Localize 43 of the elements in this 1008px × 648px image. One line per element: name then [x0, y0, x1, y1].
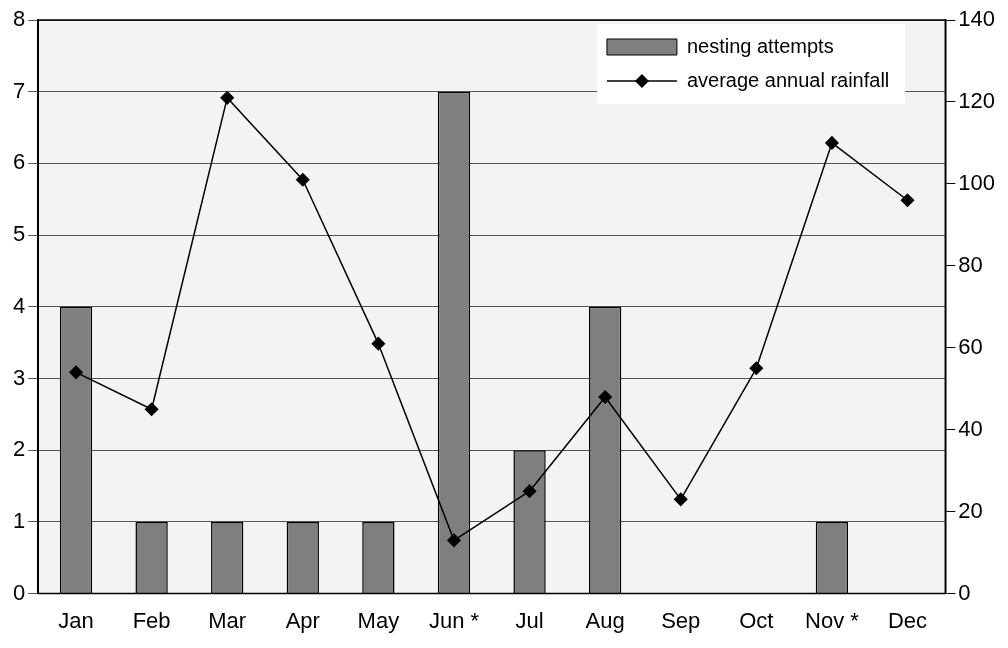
y2-tick-label: 0 [958, 579, 971, 605]
x-tick-label: Apr [285, 607, 320, 633]
point [220, 91, 234, 105]
point [900, 193, 915, 208]
x-tick-label: May [357, 607, 400, 633]
point [673, 492, 688, 507]
y-tick-label: 0 [12, 579, 26, 605]
point [69, 365, 83, 380]
point [447, 533, 461, 548]
x-tick-label: Jun * [428, 607, 480, 633]
y2-tick-label: 120 [958, 88, 996, 114]
legend-label: average annual rainfall [686, 68, 890, 91]
point [749, 361, 764, 376]
x-tick-label: Oct [739, 607, 774, 633]
x-tick-label: Dec [887, 607, 928, 633]
y2-tick-label: 100 [958, 169, 996, 195]
y-tick-label: 3 [12, 364, 26, 390]
x-tick-label: Mar [208, 607, 247, 633]
y2-tick-label: 20 [958, 497, 983, 523]
y-tick-label: 4 [12, 292, 26, 318]
x-tick-label: Nov * [805, 607, 860, 633]
legend-label: nesting attempts [686, 34, 834, 57]
x-tick-label: Aug [585, 607, 625, 633]
point [296, 173, 310, 187]
point [522, 484, 537, 498]
y-tick-label: 5 [12, 221, 26, 247]
x-tick-label: Jan [58, 607, 94, 633]
point [825, 136, 839, 150]
point [371, 336, 386, 351]
y-tick-label: 2 [12, 436, 26, 462]
y2-tick-label: 80 [958, 251, 983, 277]
point [598, 390, 612, 404]
y-tick-label: 7 [12, 77, 26, 103]
y-tick-label: 6 [12, 149, 26, 175]
y2-tick-label: 40 [958, 415, 983, 441]
x-tick-label: Feb [132, 607, 171, 633]
y2-tick-label: 60 [958, 333, 983, 359]
y-tick-label: 1 [12, 507, 26, 533]
y2-tick-label: 140 [958, 6, 996, 32]
x-tick-label: Sep [661, 607, 701, 633]
y-tick-label: 8 [12, 6, 26, 32]
point [144, 402, 159, 416]
x-tick-label: Jul [515, 607, 544, 633]
